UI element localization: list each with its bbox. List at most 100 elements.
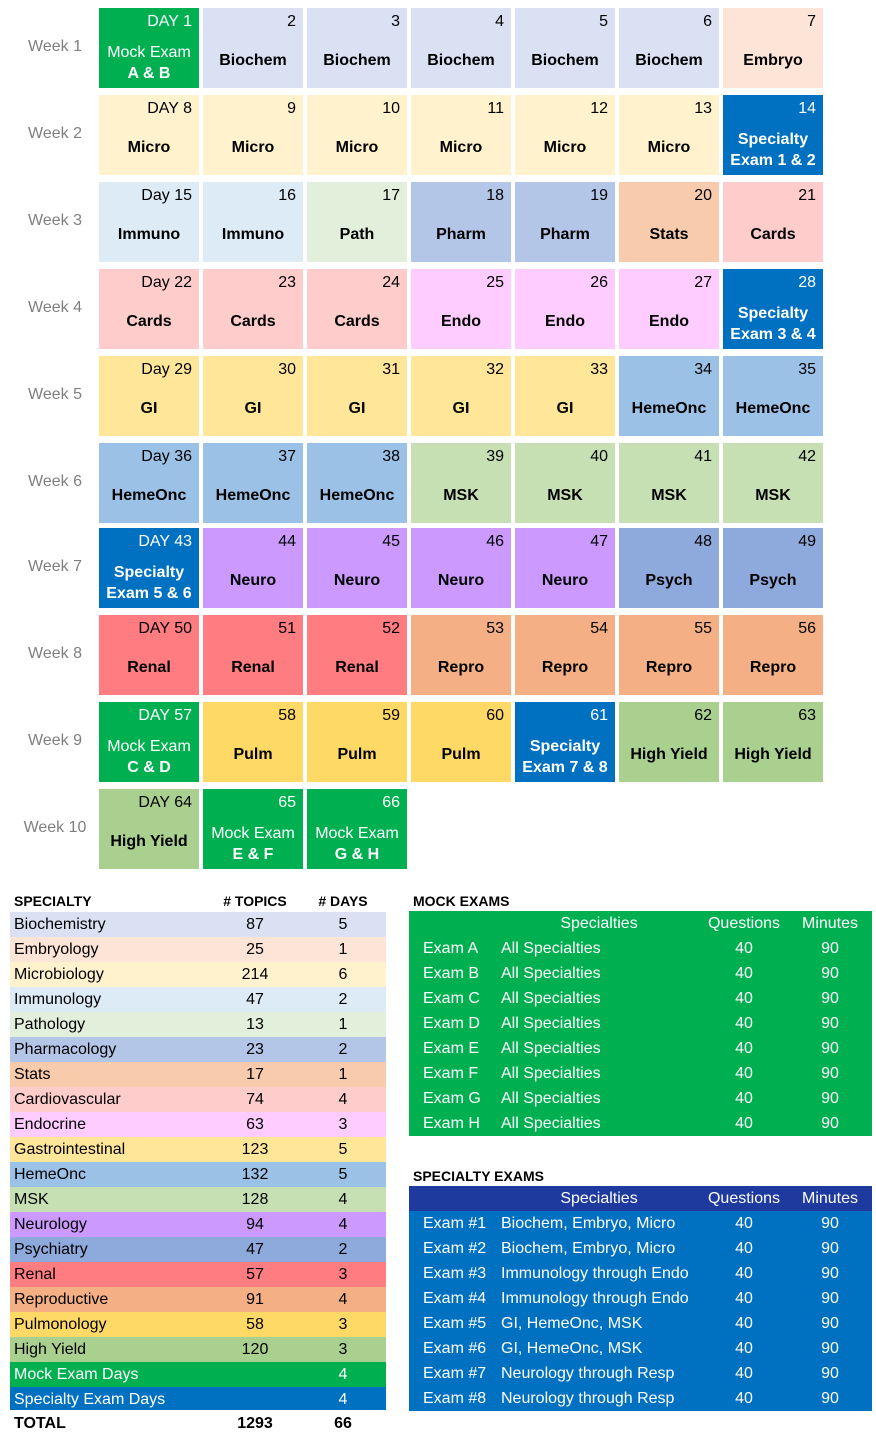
day-number: 9 (287, 100, 296, 117)
day-topic: Biochem (323, 52, 391, 69)
day-count: 2 (338, 1041, 348, 1058)
exam-minutes: 90 (821, 1040, 839, 1057)
day-cell: 5 Biochem (515, 8, 615, 88)
day-cell: 44 Neuro (203, 528, 303, 608)
week-label: Week 4 (28, 299, 82, 316)
day-topic: Neuro (437, 572, 485, 589)
day-number: 24 (382, 274, 400, 291)
minutes-header: Minutes (801, 915, 859, 932)
specialty-row: Embryology 25 1 (10, 937, 386, 962)
exam-table-header: Specialties Questions Minutes (409, 1186, 872, 1211)
day-topic: Repro (437, 659, 485, 676)
exam-name: Exam #5 (423, 1315, 487, 1332)
day-cell: 3 Biochem (307, 8, 407, 88)
day-cell: 40 MSK (515, 443, 615, 523)
specialty-name: Endocrine (14, 1116, 87, 1133)
day-topic: Repro (749, 659, 797, 676)
day-cell: 7 Embryo (723, 8, 823, 88)
day-number: 37 (278, 448, 296, 465)
day-cell: 26 Endo (515, 269, 615, 349)
day-topic: Immuno (117, 226, 181, 243)
day-topic: High Yield (110, 833, 188, 850)
day-number: 19 (590, 187, 608, 204)
exam-row: Exam #8 Neurology through Resp 40 90 (409, 1386, 872, 1411)
exam-minutes: 90 (821, 1065, 839, 1082)
day-number: 41 (694, 448, 712, 465)
day-cell: 16 Immuno (203, 182, 303, 262)
specialty-exam-label: Specialty Exam 3 & 4 (723, 303, 823, 345)
specialty-row: Reproductive 91 4 (10, 1287, 386, 1312)
specialty-name: Gastrointestinal (14, 1141, 126, 1158)
day-number: 45 (382, 533, 400, 550)
specialty-row: Pharmacology 23 2 (10, 1037, 386, 1062)
topic-count: 87 (246, 916, 264, 933)
day-number: 53 (486, 620, 504, 637)
topic-count: 94 (246, 1216, 264, 1233)
total-label: TOTAL (14, 1415, 66, 1432)
topic-count: 74 (246, 1091, 264, 1108)
day-cell: Day 22 Cards (99, 269, 199, 349)
specialty-row: Gastrointestinal 123 5 (10, 1137, 386, 1162)
day-number: 13 (694, 100, 712, 117)
mock-exam-label: Mock Exam A & B (99, 42, 199, 84)
day-cell: 33 GI (515, 356, 615, 436)
day-cell: 21 Cards (723, 182, 823, 262)
specialty-name: Biochemistry (14, 916, 106, 933)
exam-name: Exam B (423, 965, 480, 982)
specialty-name: Neurology (14, 1216, 87, 1233)
day-topic: Biochem (531, 52, 599, 69)
day-topic: Pharm (540, 226, 590, 243)
exam-row: Exam F All Specialties 40 90 (409, 1061, 872, 1086)
day-number: 47 (590, 533, 608, 550)
day-topic: Micro (335, 139, 379, 156)
day-number: DAY 50 (138, 620, 192, 637)
day-number: 55 (694, 620, 712, 637)
day-cell: 14 Specialty Exam 1 & 2 (723, 95, 823, 175)
specialty-name: Cardiovascular (14, 1091, 121, 1108)
day-cell: 65 Mock Exam E & F (203, 789, 303, 869)
day-topic: HemeOnc (631, 400, 707, 417)
specialty-name: Immunology (14, 991, 102, 1008)
day-topic: Biochem (219, 52, 287, 69)
exam-row: Exam D All Specialties 40 90 (409, 1011, 872, 1036)
specialty-row: High Yield 120 3 (10, 1337, 386, 1362)
day-topic: HemeOnc (215, 487, 291, 504)
day-cell: 66 Mock Exam G & H (307, 789, 407, 869)
day-topic: Renal (127, 659, 171, 676)
day-number: 3 (391, 13, 400, 30)
day-cell: 37 HemeOnc (203, 443, 303, 523)
specialty-header: SPECIALTY (14, 893, 92, 909)
exam-minutes: 90 (821, 990, 839, 1007)
day-topic: Path (339, 226, 375, 243)
exam-row: Exam E All Specialties 40 90 (409, 1036, 872, 1061)
day-number: 63 (798, 707, 816, 724)
exam-name: Exam C (423, 990, 480, 1007)
specialty-row: Endocrine 63 3 (10, 1112, 386, 1137)
exam-label-line2: Exam 1 & 2 (730, 152, 816, 169)
day-number: 32 (486, 361, 504, 378)
specialty-name: Pulmonology (14, 1316, 107, 1333)
exam-label-line1: Mock Exam (211, 825, 295, 842)
day-topic: Biochem (427, 52, 495, 69)
exam-questions: 40 (735, 1290, 753, 1307)
week-label: Week 6 (28, 473, 82, 490)
specialty-row: Pulmonology 58 3 (10, 1312, 386, 1337)
mock-exam-label: Mock Exam E & F (203, 823, 303, 865)
total-days: 66 (334, 1415, 352, 1432)
week-label: Week 2 (28, 125, 82, 142)
exam-specialties: All Specialties (501, 1090, 601, 1107)
day-count: 4 (338, 1216, 348, 1233)
topic-count: 25 (246, 941, 264, 958)
day-cell: Day 15 Immuno (99, 182, 199, 262)
exam-name: Exam #8 (423, 1390, 487, 1407)
day-topic: Renal (231, 659, 275, 676)
day-number: 42 (798, 448, 816, 465)
day-cell: 19 Pharm (515, 182, 615, 262)
day-cell: 20 Stats (619, 182, 719, 262)
topic-count: 58 (246, 1316, 264, 1333)
exam-specialties: All Specialties (501, 990, 601, 1007)
specialty-exams-table: Specialties Questions Minutes Exam #1 Bioche… (409, 1186, 872, 1411)
day-topic: Cards (230, 313, 276, 330)
day-topic: Psych (645, 572, 693, 589)
specialties-header: Specialties (560, 1190, 638, 1207)
